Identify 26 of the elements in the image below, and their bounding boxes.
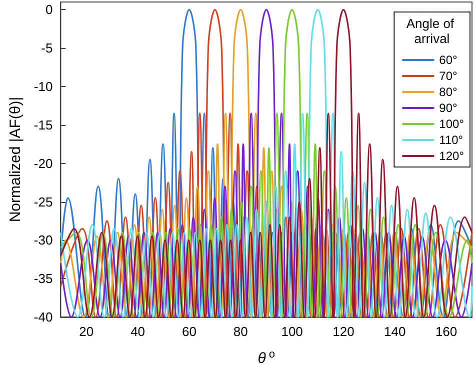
y-axis-title: Normalized |AF(θ)|	[7, 96, 24, 222]
x-tick-label: 120	[332, 324, 354, 339]
y-tick-label: -40	[34, 310, 53, 324]
y-tick-label: -25	[34, 194, 53, 210]
legend-label: 100°	[439, 117, 464, 131]
legend-label: 110°	[439, 133, 464, 147]
x-tick-label: 160	[435, 324, 458, 339]
y-tick-label: -30	[34, 232, 53, 248]
x-tick-label: 140	[384, 324, 406, 339]
y-tick-label: 0	[45, 2, 53, 18]
legend-label: 120°	[439, 149, 464, 163]
y-tick-label: -10	[34, 79, 53, 94]
legend-title: Angle of arrival	[406, 16, 458, 46]
x-tick-label: 40	[130, 324, 146, 339]
legend-label: 70°	[439, 69, 458, 83]
y-tick-label: -35	[34, 271, 53, 286]
x-tick-label: 20	[79, 324, 94, 339]
x-tick-label: 100	[281, 324, 303, 339]
legend-label: 60°	[439, 53, 458, 67]
legend-label: 80°	[439, 85, 458, 99]
legend-label: 90°	[439, 101, 458, 115]
y-tick-label: -15	[34, 117, 53, 132]
x-tick-label: 80	[233, 324, 248, 339]
y-tick-label: -20	[34, 156, 53, 171]
y-tick-label: -5	[41, 40, 53, 56]
x-tick-label: 60	[182, 324, 196, 339]
